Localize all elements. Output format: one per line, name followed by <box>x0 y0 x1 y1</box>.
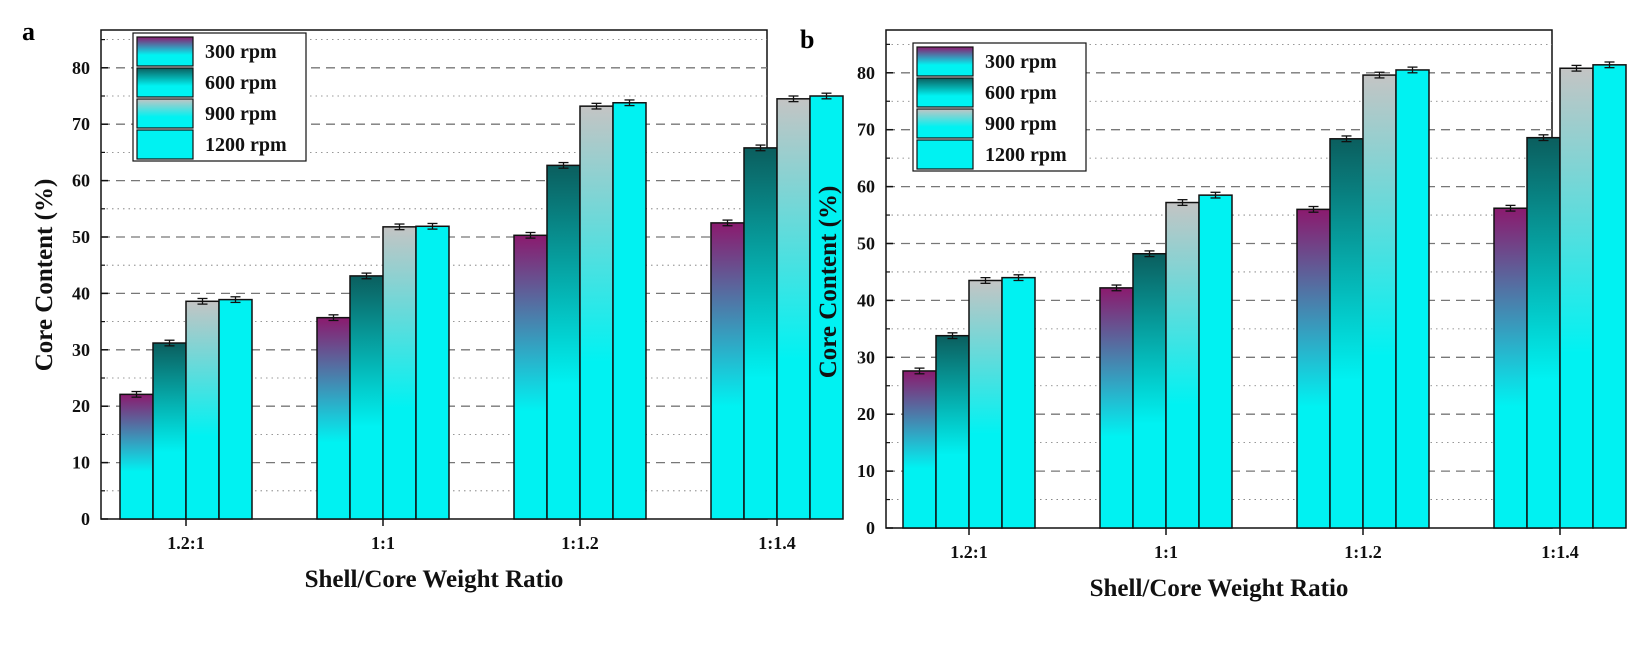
bar-a-600rpm-3 <box>743 147 778 520</box>
legend-swatch-1200rpm-b <box>916 139 974 170</box>
y-tick-label-b: 30 <box>857 347 875 367</box>
bar-b-1200rpm-3 <box>1592 64 1627 529</box>
legend-swatch-1200rpm-a <box>136 129 194 160</box>
x-axis-title-b: Shell/Core Weight Ratio <box>1090 575 1349 602</box>
bar-a-600rpm-1 <box>349 275 384 520</box>
bar-b-300rpm-2 <box>1296 208 1331 529</box>
y-tick-label-a: 50 <box>72 227 90 247</box>
x-tick-label-a: 1.2:1 <box>167 533 205 553</box>
y-tick-label-a: 70 <box>72 114 90 134</box>
x-tick-label-b: 1.2:1 <box>950 542 988 562</box>
legend-swatch-600rpm-a <box>136 67 194 98</box>
x-tick-label-b: 1:1.4 <box>1541 542 1579 562</box>
y-tick-label-a: 10 <box>72 453 90 473</box>
bar-a-1200rpm-1 <box>415 225 450 520</box>
y-tick-label-a: 40 <box>72 283 90 303</box>
bar-a-900rpm-3 <box>776 98 811 520</box>
legend-swatch-900rpm-a <box>136 98 194 129</box>
y-axis-title-b: Core Content (%) <box>815 186 842 379</box>
legend-swatch-300rpm-a <box>136 36 194 67</box>
y-tick-label-a: 20 <box>72 396 90 416</box>
y-tick-label-a: 0 <box>81 509 90 529</box>
y-tick-label-b: 40 <box>857 290 875 310</box>
bar-b-600rpm-2 <box>1329 138 1364 529</box>
legend-label-300rpm-a: 300 rpm <box>205 41 277 63</box>
y-axis-title-a: Core Content (%) <box>31 179 58 372</box>
bar-b-1200rpm-1 <box>1198 194 1233 529</box>
y-tick-label-b: 70 <box>857 120 875 140</box>
y-tick-label-b: 50 <box>857 234 875 254</box>
y-tick-label-a: 60 <box>72 171 90 191</box>
bar-a-1200rpm-3 <box>809 95 844 520</box>
legend-label-600rpm-b: 600 rpm <box>985 82 1057 104</box>
y-tick-label-b: 0 <box>866 518 875 538</box>
bar-b-600rpm-3 <box>1526 136 1561 529</box>
y-tick-label-b: 80 <box>857 63 875 83</box>
bar-a-600rpm-2 <box>546 164 581 520</box>
y-tick-label-a: 80 <box>72 58 90 78</box>
x-tick-label-a: 1:1.2 <box>561 533 599 553</box>
legend-b: 300 rpm 600 rpm 900 rpm 1200 rpm <box>912 42 1087 172</box>
legend-swatch-300rpm-b <box>916 46 974 77</box>
legend-label-1200rpm-a: 1200 rpm <box>205 134 287 156</box>
bar-b-900rpm-0 <box>968 279 1003 529</box>
y-tick-label-b: 10 <box>857 461 875 481</box>
chart-panel-a: a 0 10 20 30 40 50 60 70 80 1.2:1 1:1 1:1.2 1:1.4 S… <box>22 17 844 593</box>
bar-b-300rpm-1 <box>1099 287 1134 529</box>
bar-b-1200rpm-2 <box>1395 69 1430 529</box>
chart-panel-b: b 0 10 20 30 40 50 60 70 80 1.2:1 1:1 1:1.2 1:1.4 S… <box>800 25 1627 602</box>
bar-a-900rpm-2 <box>579 105 614 520</box>
bar-b-900rpm-2 <box>1362 74 1397 529</box>
bar-a-300rpm-0 <box>119 393 154 520</box>
bar-b-300rpm-3 <box>1493 207 1528 529</box>
bar-b-600rpm-0 <box>935 334 970 529</box>
y-tick-label-b: 60 <box>857 177 875 197</box>
bar-a-300rpm-2 <box>513 234 548 520</box>
bar-a-1200rpm-0 <box>218 298 253 520</box>
legend-label-1200rpm-b: 1200 rpm <box>985 144 1067 166</box>
bar-a-600rpm-0 <box>152 342 187 520</box>
x-tick-label-a: 1:1.4 <box>758 533 796 553</box>
legend-label-300rpm-b: 300 rpm <box>985 51 1057 73</box>
x-tick-label-a: 1:1 <box>371 533 395 553</box>
legend-swatch-900rpm-b <box>916 108 974 139</box>
x-tick-label-b: 1:1.2 <box>1344 542 1382 562</box>
legend-a: 300 rpm 600 rpm 900 rpm 1200 rpm <box>132 32 307 162</box>
panel-b-label: b <box>800 25 814 54</box>
bar-b-600rpm-1 <box>1132 252 1167 529</box>
legend-label-900rpm-b: 900 rpm <box>985 113 1057 135</box>
bar-a-900rpm-0 <box>185 300 220 520</box>
bar-a-900rpm-1 <box>382 226 417 520</box>
legend-swatch-600rpm-b <box>916 77 974 108</box>
legend-label-900rpm-a: 900 rpm <box>205 103 277 125</box>
bar-a-1200rpm-2 <box>612 102 647 520</box>
x-axis-title-a: Shell/Core Weight Ratio <box>305 566 564 593</box>
y-tick-label-a: 30 <box>72 340 90 360</box>
bar-a-300rpm-1 <box>316 316 351 520</box>
legend-label-600rpm-a: 600 rpm <box>205 72 277 94</box>
panel-a-label: a <box>22 17 35 46</box>
bar-b-300rpm-0 <box>902 370 937 529</box>
x-tick-label-b: 1:1 <box>1154 542 1178 562</box>
y-tick-label-b: 20 <box>857 404 875 424</box>
bar-b-900rpm-1 <box>1165 201 1200 529</box>
bar-a-300rpm-3 <box>710 222 745 520</box>
bar-b-900rpm-3 <box>1559 67 1594 529</box>
bar-b-1200rpm-0 <box>1001 276 1036 529</box>
